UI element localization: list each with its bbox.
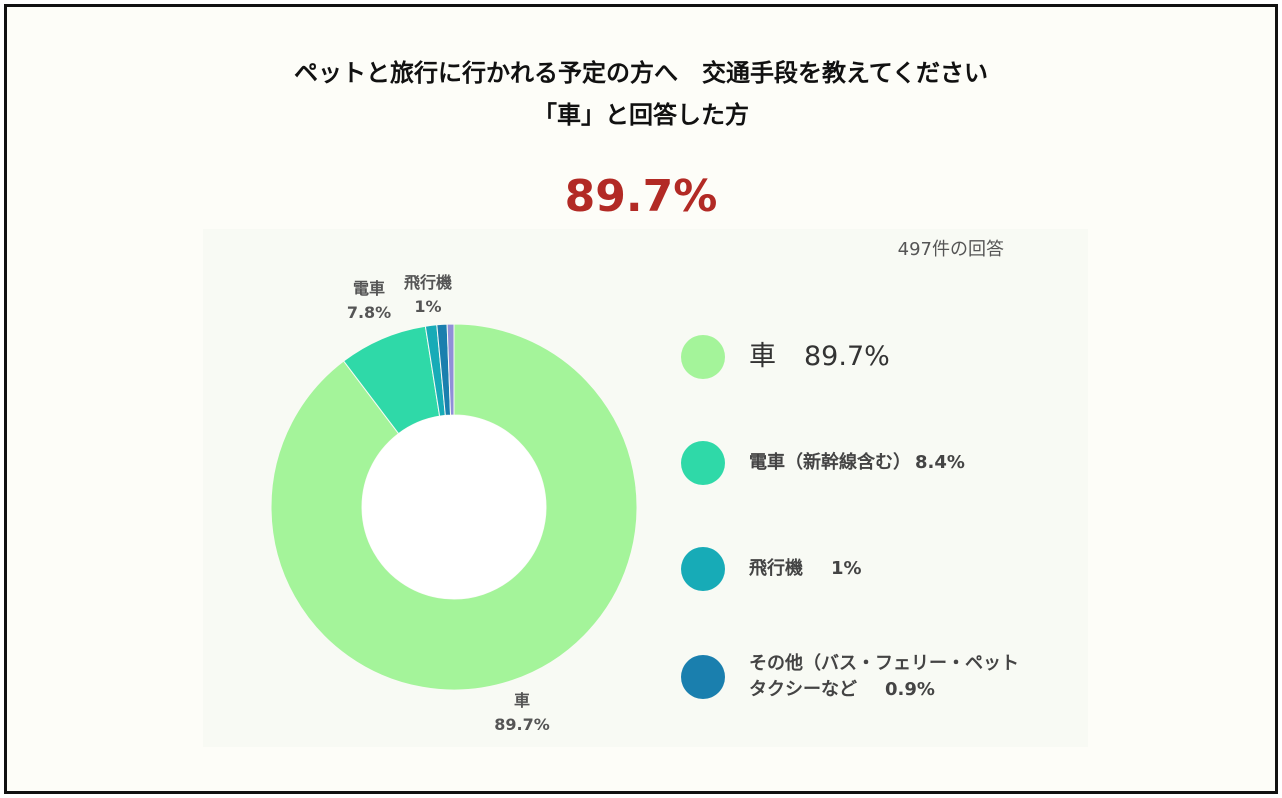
donut-hole — [362, 415, 546, 599]
slice-label-train: 電車 7.8% — [339, 277, 399, 325]
chart-subtitle: 「車」と回答した方 — [533, 101, 749, 129]
slice-label-plane-name: 飛行機 — [403, 273, 452, 292]
legend-label-car: 車 — [749, 341, 776, 372]
chart-frame: ペットと旅行に行かれる予定の方へ 交通手段を教えてください 「車」と回答した方 … — [4, 4, 1278, 794]
chart-title: ペットと旅行に行かれる予定の方へ 交通手段を教えてください — [293, 59, 989, 87]
legend-swatch-car — [681, 335, 725, 379]
headline-percentage: 89.7% — [564, 171, 718, 222]
legend-value-car: 89.7% — [804, 341, 890, 372]
slice-label-car: 車 89.7% — [487, 689, 557, 737]
legend-item-other: その他（バス・フェリー・ペット タクシーなど 0.9% — [681, 651, 1019, 703]
legend-item-plane: 飛行機 1% — [681, 547, 862, 591]
legend-value-train: 8.4% — [915, 452, 965, 473]
legend-item-train: 電車（新幹線含む） 8.4% — [681, 441, 965, 485]
chart-panel: 497件の回答 電車 7.8% 飛行機 1% 車 89.7% 車 89.7% 電車… — [203, 229, 1088, 747]
slice-label-car-name: 車 — [513, 691, 530, 710]
slice-label-plane-value: 1% — [414, 297, 442, 316]
legend-swatch-plane — [681, 547, 725, 591]
slice-label-car-value: 89.7% — [494, 715, 550, 734]
response-count: 497件の回答 — [897, 239, 1004, 260]
legend-value-plane: 1% — [831, 558, 862, 579]
legend-item-car: 車 89.7% — [681, 335, 890, 379]
slice-label-plane: 飛行機 1% — [393, 271, 463, 319]
legend-label-other: その他（バス・フェリー・ペット — [749, 653, 1019, 674]
legend-value-other: 0.9% — [885, 679, 935, 700]
legend-label-train: 電車（新幹線含む） — [749, 452, 911, 473]
slice-label-train-name: 電車 — [352, 279, 385, 298]
legend-label-other-2: タクシーなど — [749, 679, 857, 700]
legend-swatch-train — [681, 441, 725, 485]
legend-swatch-other — [681, 655, 725, 699]
slice-label-train-value: 7.8% — [346, 303, 392, 322]
donut-chart — [270, 323, 638, 691]
legend-label-plane: 飛行機 — [749, 558, 803, 579]
